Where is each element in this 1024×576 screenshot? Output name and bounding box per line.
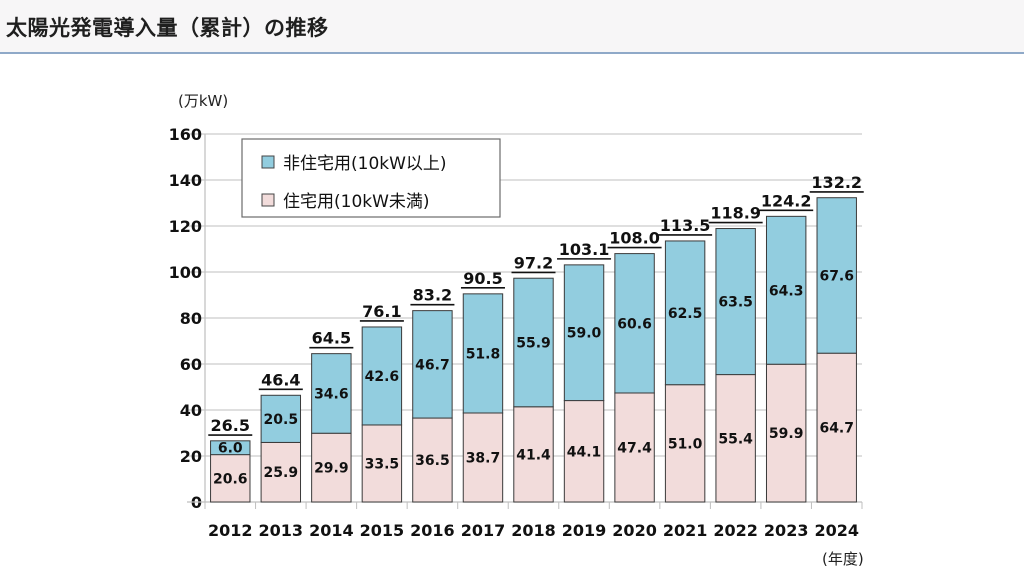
- page-header: 太陽光発電導入量（累計）の推移: [0, 0, 1024, 54]
- segment-data-label: 67.6: [819, 268, 854, 284]
- total-data-label: 118.9: [710, 204, 761, 223]
- x-tick-label: 2023: [764, 521, 809, 540]
- page-title: 太陽光発電導入量（累計）の推移: [6, 16, 329, 40]
- bar-segment-non-residential: [715, 228, 756, 376]
- y-tick-label: 140: [169, 171, 202, 190]
- segment-data-label: 59.0: [567, 326, 602, 342]
- segment-data-label: 64.3: [769, 283, 804, 299]
- segment-data-label: 47.4: [617, 440, 652, 456]
- bar-segment-non-residential: [361, 326, 403, 426]
- segment-data-label: 36.5: [415, 453, 450, 469]
- bar-segment-non-residential: [412, 310, 453, 419]
- bar-segment-residential: [765, 363, 807, 503]
- y-axis-unit-label: (万kW): [178, 92, 228, 110]
- segment-data-label: 44.1: [567, 444, 602, 460]
- total-data-label: 26.5: [211, 416, 250, 435]
- segment-data-label: 20.6: [213, 471, 248, 487]
- segment-data-label: 42.6: [365, 369, 400, 385]
- legend-box: [241, 138, 501, 218]
- segment-data-label: 55.9: [516, 335, 551, 351]
- bar-segment-non-residential: [513, 277, 554, 408]
- segment-data-label: 41.4: [516, 447, 551, 463]
- segment-data-label: 55.4: [718, 431, 753, 447]
- segment-data-label: 64.7: [819, 421, 854, 437]
- data-labels: 20.6 6.0 26.5 25.9 20.5 46.4 29.9 34.6 64.5 33.5 4…: [208, 173, 864, 487]
- legend-swatch-residential: [261, 193, 275, 207]
- segment-data-label: 59.9: [769, 426, 804, 442]
- legend-label: 住宅用(10kW未満): [283, 192, 430, 212]
- x-tick-label: 2016: [410, 521, 455, 540]
- bar-segment-residential: [664, 384, 706, 503]
- x-tick-label: 2020: [612, 521, 657, 540]
- total-data-label: 76.1: [362, 302, 401, 321]
- y-tick-label: 100: [169, 263, 202, 282]
- bar-segment-non-residential: [210, 440, 251, 456]
- y-tick-label: 20: [180, 447, 202, 466]
- bar-segment-non-residential: [311, 353, 352, 434]
- bar-segment-residential: [412, 417, 453, 503]
- segment-data-label: 29.9: [314, 461, 349, 477]
- bar-segment-non-residential: [765, 215, 807, 365]
- bar-segment-residential: [614, 392, 655, 503]
- bar-segment-non-residential: [816, 197, 857, 354]
- bar-segment-non-residential: [614, 253, 655, 394]
- y-tick-label: 120: [169, 217, 202, 236]
- total-data-label: 46.4: [261, 370, 300, 389]
- x-tick-label: 2013: [259, 521, 304, 540]
- legend-label: 非住宅用(10kW以上): [283, 154, 447, 174]
- x-tick-label: 2024: [814, 521, 859, 540]
- bars: [210, 197, 857, 503]
- x-tick-label: 2017: [461, 521, 506, 540]
- total-data-label: 113.5: [660, 216, 711, 235]
- x-tick-label: 2019: [562, 521, 607, 540]
- x-tick-label: 2015: [360, 521, 405, 540]
- bar-segment-residential: [361, 424, 403, 503]
- segment-data-label: 34.6: [314, 386, 349, 402]
- y-tick-label: 40: [180, 401, 202, 420]
- segment-data-label: 51.0: [668, 436, 703, 452]
- segment-data-label: 20.5: [264, 412, 299, 428]
- total-data-label: 90.5: [463, 269, 502, 288]
- x-tick-label: 2014: [309, 521, 354, 540]
- x-tick-label: 2021: [663, 521, 708, 540]
- segment-data-label: 63.5: [718, 295, 753, 311]
- segment-data-label: 38.7: [466, 450, 501, 466]
- bar-segment-residential: [816, 352, 857, 503]
- segment-data-label: 33.5: [365, 456, 400, 472]
- bar-segment-non-residential: [563, 264, 605, 402]
- total-data-label: 64.5: [312, 329, 351, 348]
- total-data-label: 132.2: [811, 173, 862, 192]
- total-data-label: 97.2: [514, 253, 553, 272]
- bar-segment-residential: [260, 441, 302, 503]
- y-tick-label: 60: [180, 355, 202, 374]
- total-data-label: 83.2: [413, 286, 452, 305]
- x-tick-label: 2018: [511, 521, 556, 540]
- total-data-label: 103.1: [559, 240, 610, 259]
- segment-data-label: 25.9: [264, 465, 299, 481]
- bar-segment-residential: [462, 412, 504, 503]
- bar-segment-non-residential: [462, 293, 504, 414]
- segment-data-label: 60.6: [617, 316, 652, 332]
- y-tick-label: 160: [169, 125, 202, 144]
- bar-segment-residential: [311, 432, 352, 503]
- segment-data-label: 51.8: [466, 346, 501, 362]
- segment-data-label: 6.0: [218, 441, 243, 457]
- total-data-label: 124.2: [761, 191, 812, 210]
- segment-data-label: 62.5: [668, 306, 703, 322]
- bar-segment-residential: [513, 406, 554, 503]
- bar-segment-non-residential: [664, 240, 706, 386]
- total-data-label: 108.0: [609, 229, 660, 248]
- x-axis-unit-label: (年度): [822, 550, 864, 568]
- x-tick-label: 2022: [713, 521, 758, 540]
- y-tick-label: 80: [180, 309, 202, 328]
- x-tick-label: 2012: [208, 521, 253, 540]
- segment-data-label: 46.7: [415, 357, 450, 373]
- legend: 非住宅用(10kW以上) 住宅用(10kW未満): [241, 138, 501, 218]
- legend-swatch-non-residential: [261, 155, 275, 169]
- bar-segment-non-residential: [260, 394, 302, 443]
